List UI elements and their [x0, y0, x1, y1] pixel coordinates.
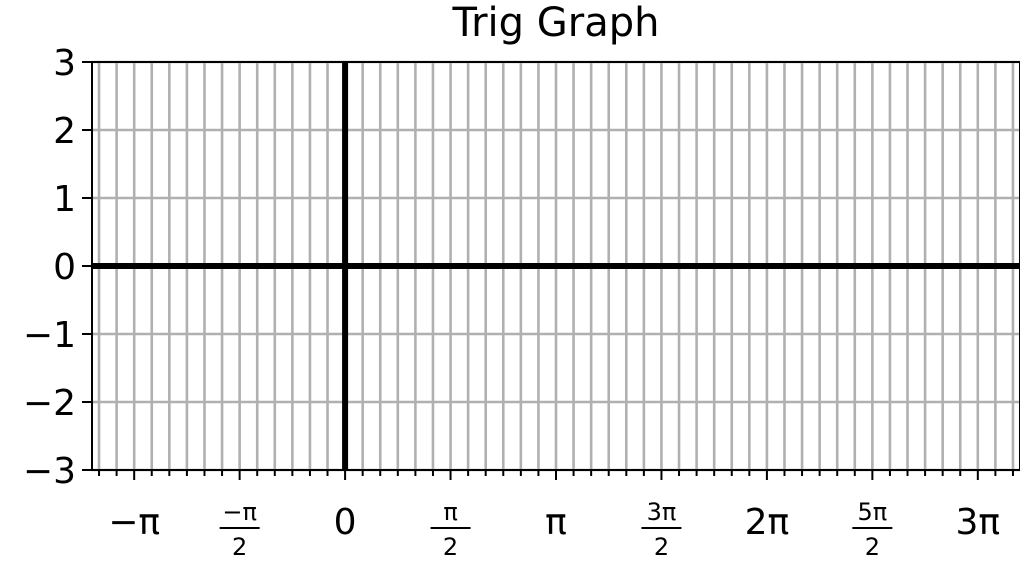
- x-tick-label-denominator: 2: [232, 533, 247, 561]
- chart-title: Trig Graph: [452, 0, 660, 46]
- y-tick-label: 1: [53, 179, 76, 220]
- y-tick-label: 3: [53, 43, 76, 84]
- x-tick-label: 3π: [956, 502, 1001, 543]
- x-tick-label-numerator: 3π: [647, 498, 677, 526]
- x-tick-label-numerator: −π: [222, 498, 257, 526]
- y-tick-label: 0: [53, 247, 76, 288]
- x-tick-label: −π 2: [219, 498, 260, 561]
- tick-marks: [82, 61, 1014, 480]
- y-tick-label: −1: [23, 315, 76, 356]
- x-tick-label: 5π2: [852, 498, 893, 561]
- x-tick-label-denominator: 2: [865, 533, 880, 561]
- y-tick-label: −2: [23, 383, 76, 424]
- x-tick-label: π2: [430, 498, 471, 561]
- y-tick-labels: 3 2 1 0 −1 −2 −3: [23, 43, 76, 492]
- x-tick-label-denominator: 2: [654, 533, 669, 561]
- x-tick-label: 0: [334, 502, 357, 543]
- x-tick-label: π: [545, 502, 567, 543]
- zero-axes: [92, 62, 1020, 470]
- x-tick-label-denominator: 2: [443, 533, 458, 561]
- y-tick-label: 2: [53, 111, 76, 152]
- x-tick-label-numerator: π: [443, 498, 457, 526]
- x-tick-label: −π: [108, 502, 160, 543]
- y-tick-label: −3: [23, 451, 76, 492]
- x-tick-label: 3π2: [641, 498, 682, 561]
- x-tick-label: 2π: [745, 502, 790, 543]
- x-tick-label-numerator: 5π: [858, 498, 888, 526]
